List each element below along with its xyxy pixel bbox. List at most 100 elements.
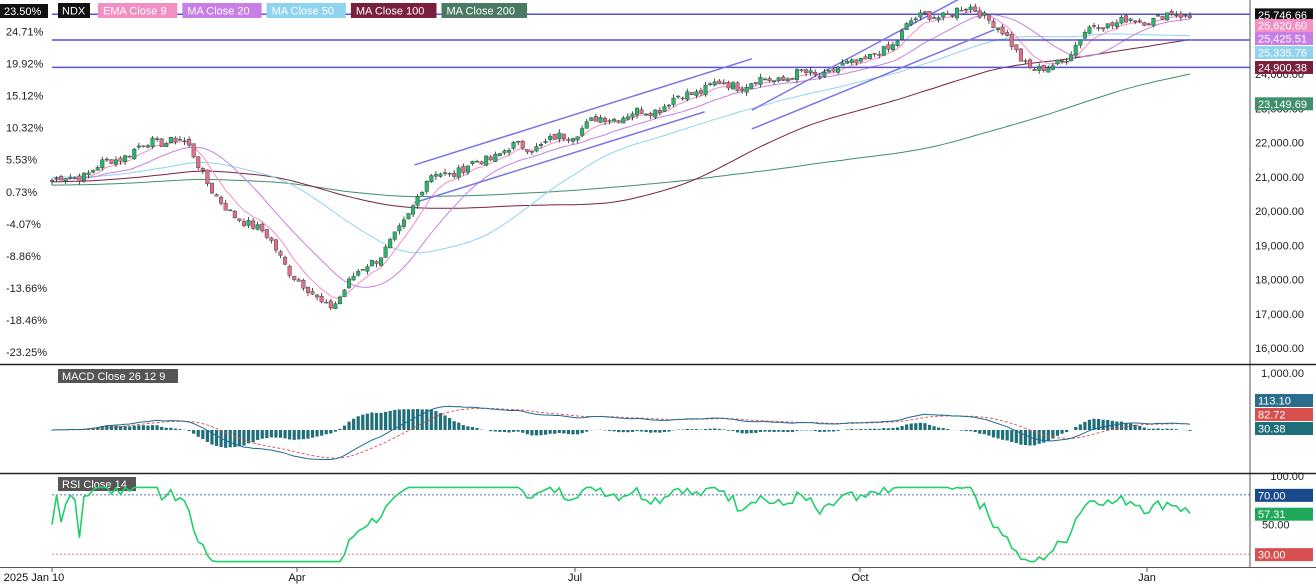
candle-body: [424, 181, 429, 192]
macd-bar: [416, 409, 420, 430]
candle-body: [753, 82, 758, 84]
macd-bar: [1096, 419, 1101, 430]
macd-bar: [283, 430, 287, 439]
rsi-tag-1-text: 57.31: [1258, 509, 1286, 521]
ma20-line: [51, 13, 1191, 288]
macd-bar: [667, 430, 671, 432]
candle-body: [1119, 16, 1124, 24]
macd-bar: [585, 430, 589, 432]
trend-channel-3: [751, 28, 995, 130]
candle-body: [100, 159, 105, 169]
candle-body: [219, 197, 224, 204]
candle-body: [54, 177, 59, 179]
candle-body: [1046, 67, 1051, 73]
macd-bar: [315, 430, 319, 437]
candle-body: [438, 173, 443, 177]
candle-body: [136, 145, 141, 148]
macd-bar: [361, 414, 365, 430]
legend-item-3: MA Close 100: [356, 6, 424, 18]
macd-bar: [749, 430, 753, 434]
macd-tag-2-text: 30.38: [1258, 424, 1286, 436]
macd-bar: [420, 409, 424, 430]
macd-bar: [909, 423, 913, 430]
macd-bar: [146, 425, 150, 430]
candle-body: [964, 8, 969, 11]
left-axis-label-2: 15.12%: [6, 91, 44, 103]
macd-bar: [192, 430, 196, 434]
macd-bar: [1055, 430, 1060, 436]
macd-bar: [246, 430, 251, 444]
candle-body: [954, 7, 959, 19]
candle-body: [283, 256, 288, 265]
candle-body: [319, 296, 324, 303]
candle-body: [685, 91, 690, 100]
macd-bar: [781, 430, 785, 432]
candle-body: [72, 177, 77, 179]
candle-body: [475, 160, 480, 163]
right-axis-label-6: 18,000.00: [1255, 275, 1304, 287]
candle-body: [1032, 69, 1037, 71]
price-tag-2-bg: [1255, 32, 1313, 45]
macd-bar: [854, 429, 858, 430]
candle-body: [278, 251, 283, 256]
candle-body: [580, 128, 585, 136]
macd-bar: [1092, 418, 1096, 430]
macd-axis-top: 1,000.00: [1261, 368, 1304, 380]
candle-body: [1073, 44, 1078, 56]
macd-bar: [1138, 425, 1142, 430]
candle-body: [50, 180, 55, 182]
candle-body: [790, 78, 795, 80]
candle-body: [785, 78, 790, 82]
candle-body: [479, 161, 484, 165]
candle-body: [1146, 23, 1151, 26]
candle-body: [548, 135, 553, 140]
candle-body: [150, 137, 155, 147]
candle-body: [1082, 32, 1087, 39]
candle-body: [858, 57, 863, 62]
macd-bar: [397, 409, 401, 430]
legend-item-bg-0: [98, 3, 178, 18]
price-tag-3-text: 25,335.76: [1258, 48, 1307, 60]
macd-bar: [813, 430, 817, 432]
candle-body: [973, 6, 978, 12]
macd-bar: [224, 430, 228, 448]
rsi-tag-0-bg: [1255, 488, 1313, 502]
macd-bar: [1170, 428, 1174, 430]
macd-bar: [1142, 427, 1146, 430]
candle-body: [365, 266, 370, 272]
macd-bar: [384, 411, 388, 430]
candle-body: [273, 239, 278, 251]
candle-body: [228, 209, 233, 212]
candle-body: [1060, 60, 1065, 62]
candle-body: [1137, 20, 1142, 22]
candle-body: [1023, 60, 1028, 62]
macd-bar: [448, 418, 452, 430]
candle-body: [822, 72, 827, 77]
macd-bar: [772, 430, 776, 432]
candle-body: [315, 294, 320, 298]
candle-body: [77, 175, 82, 182]
macd-bar: [388, 410, 392, 430]
macd-bar: [863, 429, 868, 430]
macd-bar: [329, 430, 333, 434]
macd-bar: [703, 428, 708, 430]
candle-body: [612, 118, 617, 122]
macd-tag-0-text: 113.10: [1258, 396, 1291, 408]
left-axis-label-7: -8.86%: [6, 251, 41, 263]
candle-body: [616, 120, 621, 123]
candle-body: [191, 143, 196, 158]
macd-bar: [969, 430, 973, 432]
macd-bar: [991, 430, 996, 438]
right-axis-label-4: 20,000.00: [1255, 206, 1304, 218]
macd-bar: [937, 427, 941, 430]
candle-body: [552, 133, 557, 140]
candle-body: [694, 91, 699, 96]
macd-bar: [233, 430, 237, 448]
macd-bar: [543, 430, 548, 435]
candle-body: [1087, 26, 1092, 34]
macd-bar: [118, 426, 123, 430]
macd-bar: [1165, 428, 1169, 430]
macd-bar: [260, 430, 264, 439]
candle-body: [1114, 22, 1119, 28]
macd-bar: [201, 430, 205, 439]
